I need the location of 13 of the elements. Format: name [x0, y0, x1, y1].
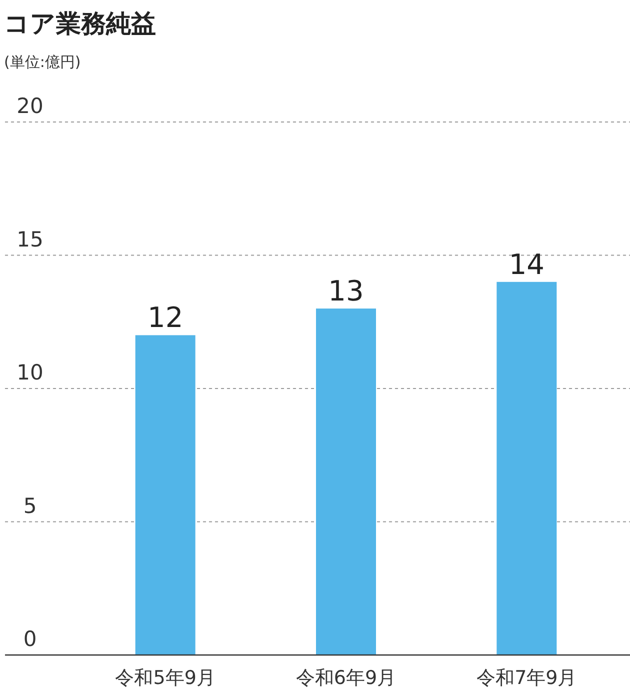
data-label: 12 [148, 301, 184, 334]
data-label: 14 [508, 248, 544, 281]
y-tick-label: 0 [23, 627, 37, 651]
x-tick-label: 令和6年9月 [296, 667, 396, 689]
y-tick-label: 10 [16, 360, 44, 384]
x-tick-label: 令和5年9月 [115, 667, 216, 689]
chart-title: コア業務純益 [4, 9, 156, 38]
y-axis-title: (単位:億円) [4, 53, 81, 71]
y-tick-label: 5 [23, 494, 37, 518]
data-label: 13 [328, 274, 364, 308]
y-tick-label: 15 [16, 227, 44, 252]
y-tick-label: 20 [16, 94, 44, 118]
x-tick-label: 令和7年9月 [476, 667, 577, 689]
